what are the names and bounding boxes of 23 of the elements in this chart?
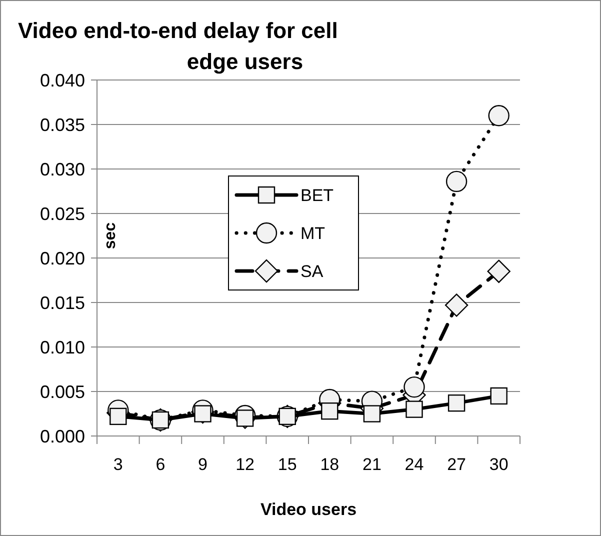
y-axis-title: sec [102,222,119,250]
legend-label: BET [300,186,334,205]
y-tick-label: 0.025 [40,204,85,224]
x-tick-label: 9 [198,455,208,474]
x-tick-label: 12 [236,455,255,474]
y-tick-label: 0.000 [40,426,85,446]
x-tick-label: 15 [278,455,297,474]
x-tick-label: 27 [447,455,466,474]
y-tick-label: 0.015 [40,292,85,313]
y-tick-label: 0.010 [40,337,85,358]
x-tick-label: 30 [489,455,508,474]
y-tick-label: 0.035 [40,114,85,135]
y-tick-label: 0.030 [40,159,85,180]
legend-label: MT [300,224,326,243]
x-tick-label: 18 [320,455,340,474]
x-tick-label: 24 [404,455,424,474]
x-tick-label: 6 [156,455,166,474]
y-tick-label: 0.020 [40,248,85,268]
x-axis-title: Video users [260,500,357,519]
legend-label: SA [300,262,324,281]
x-tick-label: 21 [362,455,382,474]
x-tick-label: 3 [113,455,123,474]
y-tick-label: 0.005 [40,382,85,402]
